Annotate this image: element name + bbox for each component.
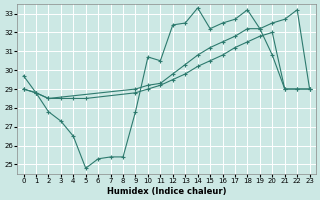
X-axis label: Humidex (Indice chaleur): Humidex (Indice chaleur) <box>107 187 226 196</box>
